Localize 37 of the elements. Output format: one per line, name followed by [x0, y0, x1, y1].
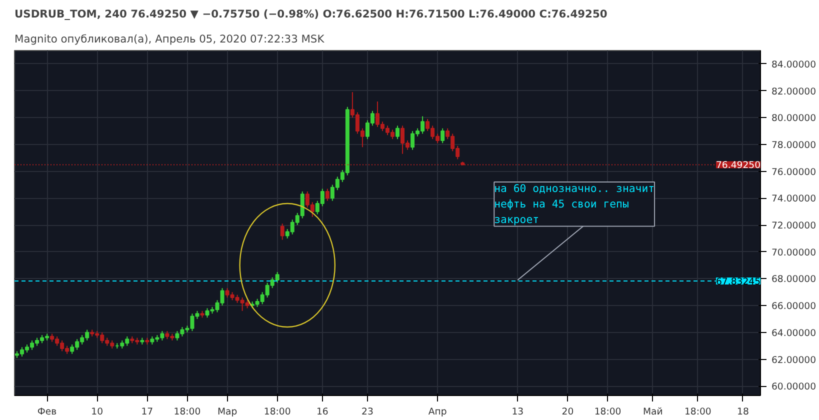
y-tick-label: 84.00000 [772, 59, 816, 70]
y-tick-label: 74.00000 [772, 194, 816, 205]
y-tick-label: 62.00000 [772, 354, 816, 366]
candlestick [325, 188, 330, 202]
annotation: на 60 однозначно.. значит нефть на 45 свои гепы закроет [494, 182, 655, 226]
ref-line-label: 76.49250 [716, 160, 761, 172]
y-tick-label: 82.00000 [772, 86, 816, 98]
x-tick-label: 18:00 [684, 406, 712, 418]
x-tick-label: Мар [217, 406, 238, 418]
x-tick-label: 20 [562, 406, 574, 418]
y-tick-label: 76.00000 [772, 166, 816, 178]
x-tick-label: 17 [141, 406, 154, 418]
x-tick-label: 18:00 [174, 406, 201, 418]
x-tick-label: 18:00 [594, 406, 622, 418]
y-tick-label: 70.00000 [772, 247, 816, 258]
x-tick-label: 18 [737, 406, 749, 418]
x-tick-label: Апр [428, 406, 447, 418]
x-tick-label: Фев [37, 406, 57, 418]
ref-line-label: 67.83245 [716, 276, 761, 288]
x-tick-label: 10 [91, 406, 104, 418]
y-tick-label: 78.00000 [772, 140, 816, 151]
x-tick-label: 23 [362, 406, 374, 418]
y-tick-label: 80.00000 [772, 113, 816, 124]
x-tick-label: 13 [512, 406, 524, 418]
y-tick-label: 64.00000 [772, 328, 816, 339]
y-tick-label: 72.00000 [772, 220, 816, 232]
candlestick [440, 128, 445, 144]
x-tick-label: 16 [316, 406, 328, 418]
x-tick-label: Май [642, 406, 663, 418]
candlestick [396, 125, 400, 140]
candlestick [280, 223, 284, 240]
y-tick-label: 60.00000 [772, 382, 816, 393]
chart-title: Magnito опубликовал(а), Апрель 05, 2020 07:22:33 MSK [14, 32, 326, 46]
y-tick-label: 68.00000 [772, 274, 816, 286]
y-tick-label: 66.00000 [772, 301, 816, 312]
chart-subtitle: USDRUB_TOM, 240 76.49250 ▼ −0.75750 (−0.98%) O:76.62500 H:76.71500 L:76.49000 C:76.49250 [14, 8, 608, 20]
x-tick-label: 18:00 [264, 406, 291, 418]
